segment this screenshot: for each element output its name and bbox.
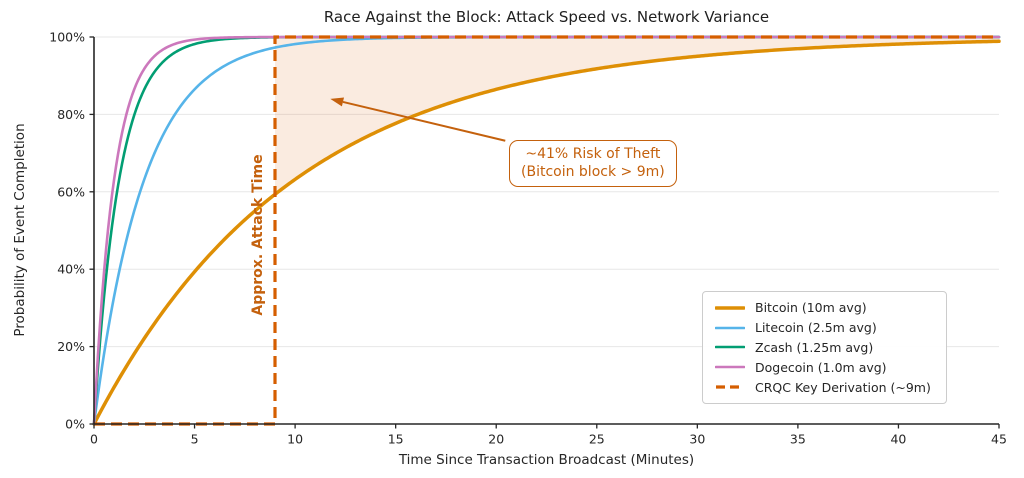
x-tick-label: 30 — [689, 432, 705, 447]
x-tick-label: 40 — [890, 432, 906, 447]
x-tick-label: 35 — [790, 432, 806, 447]
x-axis-label: Time Since Transaction Broadcast (Minute… — [398, 452, 695, 468]
legend-item: Dogecoin (1.0m avg) — [715, 357, 934, 377]
x-tick-label: 0 — [90, 432, 98, 447]
x-tick-label: 10 — [287, 432, 303, 447]
legend-line-swatch — [715, 326, 745, 329]
legend-item-label: CRQC Key Derivation (~9m) — [755, 379, 931, 395]
legend-item: Zcash (1.25m avg) — [715, 338, 934, 358]
y-tick-label: 100% — [49, 30, 85, 45]
x-tick-label: 25 — [589, 432, 605, 447]
legend-line-swatch — [715, 306, 745, 310]
legend-item: CRQC Key Derivation (~9m) — [715, 377, 934, 397]
legend-item-label: Dogecoin (1.0m avg) — [755, 359, 887, 375]
y-tick-label: 80% — [57, 107, 85, 122]
y-axis-label: Probability of Event Completion — [12, 123, 28, 337]
legend: Bitcoin (10m avg) Litecoin (2.5m avg) Zcas… — [702, 291, 947, 404]
risk-annotation-line2: (Bitcoin block > 9m) — [521, 164, 665, 181]
attack-time-label: Approx. Attack Time — [250, 154, 266, 316]
legend-line-swatch — [715, 365, 745, 369]
legend-line-swatch — [715, 346, 745, 349]
y-tick-label: 0% — [65, 417, 85, 432]
legend-item-label: Litecoin (2.5m avg) — [755, 320, 877, 336]
legend-item: Bitcoin (10m avg) — [715, 298, 934, 318]
x-tick-label: 20 — [488, 432, 504, 447]
x-tick-label: 5 — [191, 432, 199, 447]
series-bitcoin-10m-avg — [92, 39, 1001, 426]
x-tick-label: 45 — [991, 432, 1007, 447]
legend-item-label: Zcash (1.25m avg) — [755, 339, 874, 355]
y-tick-label: 20% — [57, 339, 85, 354]
annotation-arrow-head — [330, 97, 345, 107]
legend-item: Litecoin (2.5m avg) — [715, 318, 934, 338]
risk-shaded-region — [275, 37, 999, 195]
annotation-arrow-line — [342, 100, 506, 142]
risk-annotation-box: ~41% Risk of Theft (Bitcoin block > 9m) — [509, 140, 677, 187]
x-tick-label: 15 — [388, 432, 404, 447]
y-tick-label: 40% — [57, 262, 85, 277]
risk-annotation-line1: ~41% Risk of Theft — [525, 146, 661, 162]
y-tick-label: 60% — [57, 184, 85, 199]
legend-line-swatch — [716, 385, 744, 389]
legend-item-label: Bitcoin (10m avg) — [755, 300, 867, 316]
chart-title: Race Against the Block: Attack Speed vs.… — [323, 8, 770, 26]
